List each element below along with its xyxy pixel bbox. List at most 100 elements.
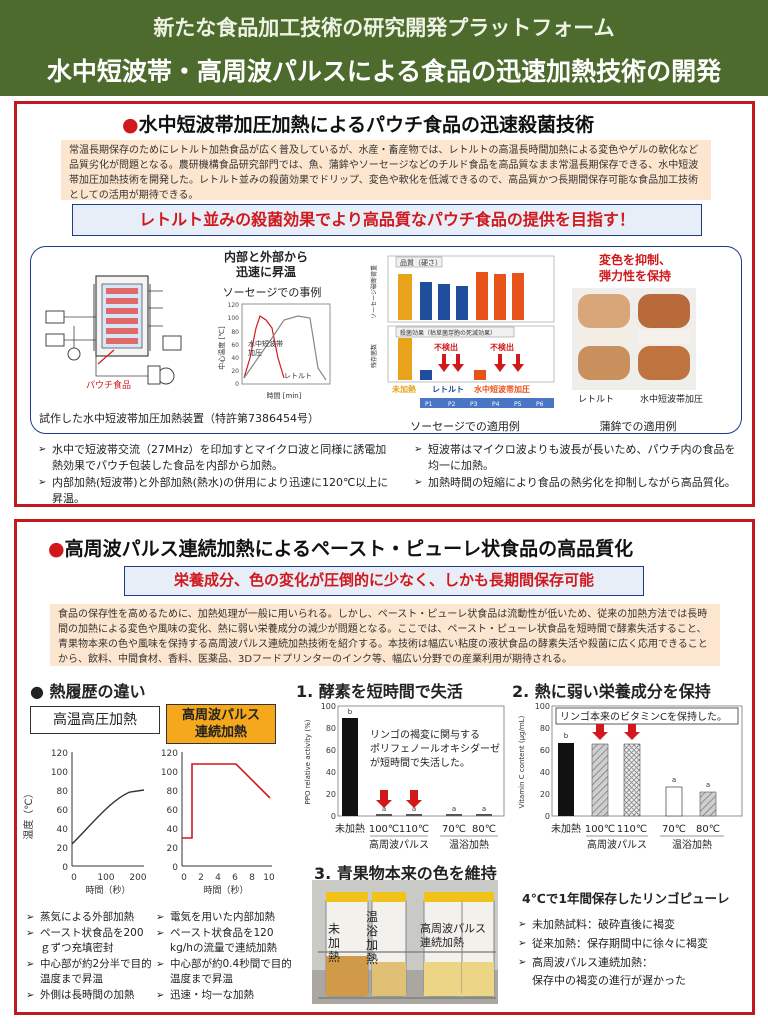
section2-title: ●高周波パルス連続加熱によるペースト・ピューレ状食品の高品質化 <box>48 538 634 560</box>
section2-bullets-right: 電気を用いた内部加熱 ペースト状食品を120 kg/hの流量で連続加熱 中心部が… <box>156 910 292 1004</box>
enzyme-heading: 1. 酵素を短時間で失活 <box>296 682 463 701</box>
svg-text:P6: P6 <box>536 401 544 408</box>
jar-label-unheated: 未 加 熱 <box>328 922 341 964</box>
bullet: 電気を用いた内部加熱 <box>156 910 292 925</box>
bullet: ペースト状食品を200ｇずつ充填密封 <box>26 926 152 956</box>
rf-pulse-chart: 120 100 80 60 40 20 0 0 2 4 6 8 10 時間（秒） <box>161 749 275 894</box>
svg-text:加圧: 加圧 <box>248 348 262 357</box>
svg-text:60: 60 <box>57 806 69 816</box>
svg-text:未加熱: 未加熱 <box>551 822 581 835</box>
svg-text:PPO relative activity (%): PPO relative activity (%) <box>304 719 312 804</box>
svg-text:20: 20 <box>540 790 550 799</box>
rapid-heating-heading: 内部と外部から 迅速に昇温 <box>223 250 308 279</box>
svg-text:b: b <box>348 708 353 716</box>
svg-text:40: 40 <box>57 825 69 835</box>
svg-text:高周波パルス: 高周波パルス <box>587 838 647 851</box>
svg-text:a: a <box>412 805 416 813</box>
svg-text:レトルト: レトルト <box>432 385 464 394</box>
svg-text:不検出: 不検出 <box>434 342 458 352</box>
svg-text:110℃: 110℃ <box>617 824 647 835</box>
svg-text:P3: P3 <box>470 401 478 408</box>
svg-text:中心温度 [℃]: 中心温度 [℃] <box>217 326 226 370</box>
svg-text:a: a <box>706 781 710 789</box>
section1-bullets-right: 短波帯はマイクロ波よりも波長が長いため、パウチ内の食品を均一に加熱。 加熱時間の… <box>414 442 744 492</box>
sausage-quality-chart: 品質（硬さ） ソーセージ破断荷重 殺菌効果（枯草菌芽胞の死滅効果） 不検出 不検出… <box>370 255 555 408</box>
svg-text:40: 40 <box>231 355 239 362</box>
svg-text:20: 20 <box>57 844 69 854</box>
kamaboko-caption: 蒲鉾での適用例 <box>599 420 677 433</box>
svg-text:未加熱: 未加熱 <box>335 822 365 835</box>
jar-label-water-bath: 温 浴 加 熱 <box>366 910 379 966</box>
svg-text:80: 80 <box>540 724 550 733</box>
storage-bullets: 未加熱試料：破砕直後に褐変 従来加熱：保存期間中に徐々に褐変 高周波パルス連続加… <box>518 916 748 991</box>
svg-text:70℃: 70℃ <box>662 824 686 835</box>
svg-text:20: 20 <box>167 844 179 854</box>
svg-text:0: 0 <box>235 381 239 388</box>
svg-text:0: 0 <box>62 863 68 873</box>
svg-text:ポリフェノールオキシダーゼ: ポリフェノールオキシダーゼ <box>370 742 500 755</box>
svg-text:80: 80 <box>57 787 69 797</box>
svg-text:120: 120 <box>51 749 68 759</box>
section1-intro: 常温長期保存のためにレトルト加熱食品が広く普及しているが、水産・畜産物では、レト… <box>61 140 711 201</box>
svg-text:100: 100 <box>321 702 336 711</box>
svg-text:リンゴ本来のビタミンCを保持した。: リンゴ本来のビタミンCを保持した。 <box>560 710 727 723</box>
svg-text:110℃: 110℃ <box>399 824 429 835</box>
svg-text:100: 100 <box>161 768 178 778</box>
svg-text:温浴加熱: 温浴加熱 <box>449 838 489 851</box>
svg-text:水中短波帯加圧: 水中短波帯加圧 <box>473 384 530 394</box>
svg-text:70℃: 70℃ <box>442 824 466 835</box>
svg-text:10: 10 <box>263 873 275 883</box>
svg-text:リンゴの褐変に関与する: リンゴの褐変に関与する <box>370 728 480 741</box>
section1-title: ●水中短波帯加圧加熱によるパウチ食品の迅速殺菌技術 <box>122 114 595 136</box>
svg-text:100: 100 <box>228 315 240 322</box>
svg-text:80: 80 <box>326 724 336 733</box>
section2-intro: 食品の保存性を高めるために、加熱処理が一般に用いられる。しかし、ペースト・ピュー… <box>50 604 720 666</box>
svg-text:0: 0 <box>172 863 178 873</box>
storage-title: 4℃で1年間保存したリンゴピューレ <box>522 891 730 906</box>
jar-label-rf-pulse: 高周波パルス 連続加熱 <box>420 922 486 949</box>
svg-text:a: a <box>452 805 456 813</box>
svg-text:80: 80 <box>231 329 239 336</box>
svg-text:200: 200 <box>129 873 146 883</box>
section2-bullets-left: 蒸気による外部加熱 ペースト状食品を200ｇずつ充填密封 中心部が約2分半で目的… <box>26 910 152 1004</box>
svg-text:120: 120 <box>161 749 178 759</box>
svg-text:60: 60 <box>231 342 239 349</box>
bullet: 加熱時間の短縮により食品の熱劣化を抑制しながら高品質化。 <box>414 475 744 491</box>
bullet: 高周波パルス連続加熱： 保存中の褐変の進行が遅かった <box>518 954 748 990</box>
high-temp-pressure-label: 高温高圧加熱 <box>30 706 160 734</box>
svg-text:2: 2 <box>198 873 204 883</box>
svg-text:80: 80 <box>167 787 179 797</box>
vitamin-heading: 2. 熱に弱い栄養成分を保持 <box>512 682 711 701</box>
svg-text:100℃: 100℃ <box>585 824 615 835</box>
section2-panel <box>14 519 755 1015</box>
apple-puree-jars-photo <box>312 880 498 1004</box>
kamaboko-label-shortwave: 水中短波帯加圧 <box>640 395 704 405</box>
vitamin-c-chart: リンゴ本来のビタミンCを保持した。 100 80 60 40 20 0 Vitamin … <box>518 702 743 851</box>
svg-text:残存菌数: 残存菌数 <box>370 344 378 368</box>
bullet: ペースト状食品を120 kg/hの流量で連続加熱 <box>156 926 292 956</box>
kamaboko-label-retort: レトルト <box>578 395 615 405</box>
svg-text:殺菌効果（枯草菌芽胞の死滅効果）: 殺菌効果（枯草菌芽胞の死滅効果） <box>400 329 496 337</box>
svg-text:100: 100 <box>535 702 550 711</box>
bullet: 中心部が約2分半で目的温度まで昇温 <box>26 957 152 987</box>
svg-text:P4: P4 <box>492 401 500 408</box>
svg-text:温浴加熱: 温浴加熱 <box>672 838 712 851</box>
svg-text:120: 120 <box>228 302 240 309</box>
svg-text:0: 0 <box>545 812 550 821</box>
sausage-caption: ソーセージでの適用例 <box>410 420 520 433</box>
svg-text:が短時間で失活した。: が短時間で失活した。 <box>370 756 470 769</box>
device-caption: 試作した水中短波帯加圧加熱装置（特許第7386454号） <box>39 412 319 425</box>
svg-text:不検出: 不検出 <box>490 342 514 352</box>
svg-text:40: 40 <box>540 768 550 777</box>
svg-text:100: 100 <box>97 873 114 883</box>
svg-text:8: 8 <box>249 873 255 883</box>
section1-banner: レトルト並みの殺菌効果でより高品質なパウチ食品の提供を目指す！ <box>72 204 702 236</box>
section1-bullets-left: 水中で短波帯交流（27MHz）を印加すとマイクロ波と同様に誘電加熱効果でパウチ包… <box>38 442 394 508</box>
bullet: 従来加熱：保存期間中に徐々に褐変 <box>518 935 748 953</box>
sausage-example-label: ソーセージでの事例 <box>222 286 322 299</box>
svg-text:4: 4 <box>215 873 221 883</box>
svg-text:a: a <box>672 776 676 784</box>
svg-text:100℃: 100℃ <box>369 824 399 835</box>
